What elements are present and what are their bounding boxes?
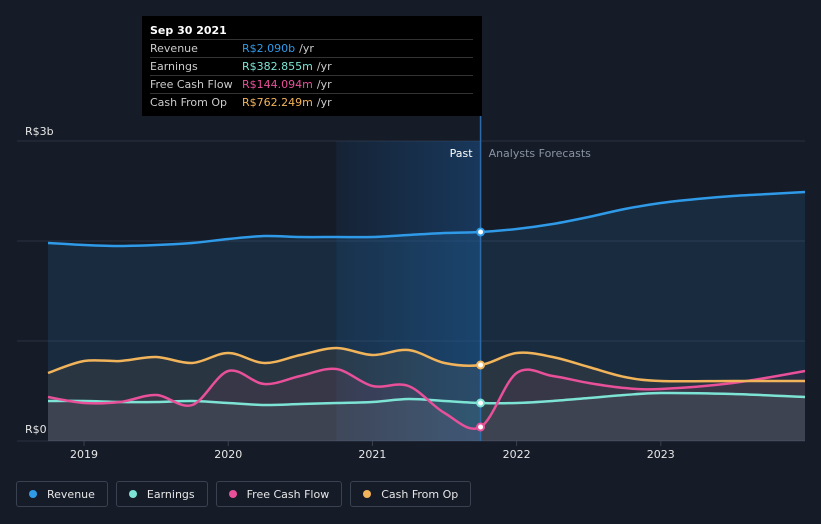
highlight-band bbox=[336, 141, 481, 441]
tooltip-unit: /yr bbox=[316, 60, 332, 73]
revenue-line bbox=[47, 190, 806, 248]
legend-dot-icon bbox=[128, 490, 137, 498]
y-tick-label: R$0 bbox=[25, 423, 47, 436]
forecast-label: Analysts Forecasts bbox=[489, 147, 592, 160]
x-tick-label: 2019 bbox=[70, 448, 98, 461]
tooltip-value: R$2.090b bbox=[242, 42, 296, 55]
free-cash-flow-area bbox=[48, 368, 805, 441]
legend-item-revenue[interactable]: Revenue bbox=[16, 481, 108, 507]
chart: R$3b R$0 2019 2020 2021 2022 2023 Past Analys… bbox=[17, 116, 806, 461]
legend-item-free-cash-flow[interactable]: Free Cash Flow bbox=[215, 481, 343, 507]
legend-dot-icon bbox=[29, 490, 37, 498]
legend-item-cash-from-op[interactable]: Cash From Op bbox=[350, 481, 472, 507]
cash-from-op-marker bbox=[476, 360, 486, 370]
legend-label: Revenue bbox=[47, 487, 95, 501]
tooltip-label: Cash From Op bbox=[150, 96, 228, 109]
legend-label: Earnings bbox=[146, 487, 195, 501]
x-tick-label: 2022 bbox=[503, 448, 531, 461]
y-tick-label: R$3b bbox=[25, 125, 54, 138]
tooltip-label: Earnings bbox=[150, 60, 198, 73]
tooltip-unit: /yr bbox=[316, 78, 332, 91]
legend-dot-icon bbox=[363, 490, 372, 498]
cash-from-op-line bbox=[47, 346, 805, 383]
earnings-marker bbox=[476, 398, 486, 408]
revenue-marker bbox=[476, 227, 486, 237]
free-cash-flow-line bbox=[47, 367, 806, 430]
tooltip-row-earnings: Earnings R$382.855m /yr bbox=[150, 57, 473, 75]
legend-dot-icon bbox=[228, 490, 237, 498]
legend-item-earnings[interactable]: Earnings bbox=[115, 481, 208, 507]
revenue-area bbox=[48, 192, 805, 441]
tooltip-unit: /yr bbox=[299, 42, 314, 55]
legend: Revenue Earnings Free Cash Flow Cash Fro… bbox=[16, 481, 472, 507]
x-tick-label: 2021 bbox=[358, 448, 386, 461]
legend-label: Cash From Op bbox=[381, 487, 459, 501]
free-cash-flow-marker bbox=[476, 422, 486, 432]
tooltip-row-free-cash-flow: Free Cash Flow R$144.094m /yr bbox=[150, 75, 473, 93]
x-tick-label: 2023 bbox=[647, 448, 675, 461]
tooltip-unit: /yr bbox=[316, 96, 332, 109]
x-tick-label: 2020 bbox=[214, 448, 242, 461]
tooltip-value: R$144.094m bbox=[242, 78, 313, 91]
tooltip-label: Revenue bbox=[150, 42, 198, 55]
earnings-line bbox=[47, 391, 806, 407]
tooltip-row-revenue: Revenue R$2.090b /yr bbox=[150, 39, 473, 57]
legend-label: Free Cash Flow bbox=[246, 487, 330, 501]
tooltip-value: R$762.249m bbox=[242, 96, 313, 109]
tooltip: Sep 30 2021 Revenue R$2.090b /yr Earning… bbox=[142, 16, 482, 116]
tooltip-label: Free Cash Flow bbox=[150, 78, 233, 91]
tooltip-value: R$382.855m bbox=[242, 60, 313, 73]
past-label: Past bbox=[450, 147, 474, 160]
tooltip-date: Sep 30 2021 bbox=[150, 24, 227, 37]
earnings-area bbox=[48, 392, 805, 441]
tooltip-row-cash-from-op: Cash From Op R$762.249m /yr bbox=[150, 93, 473, 111]
